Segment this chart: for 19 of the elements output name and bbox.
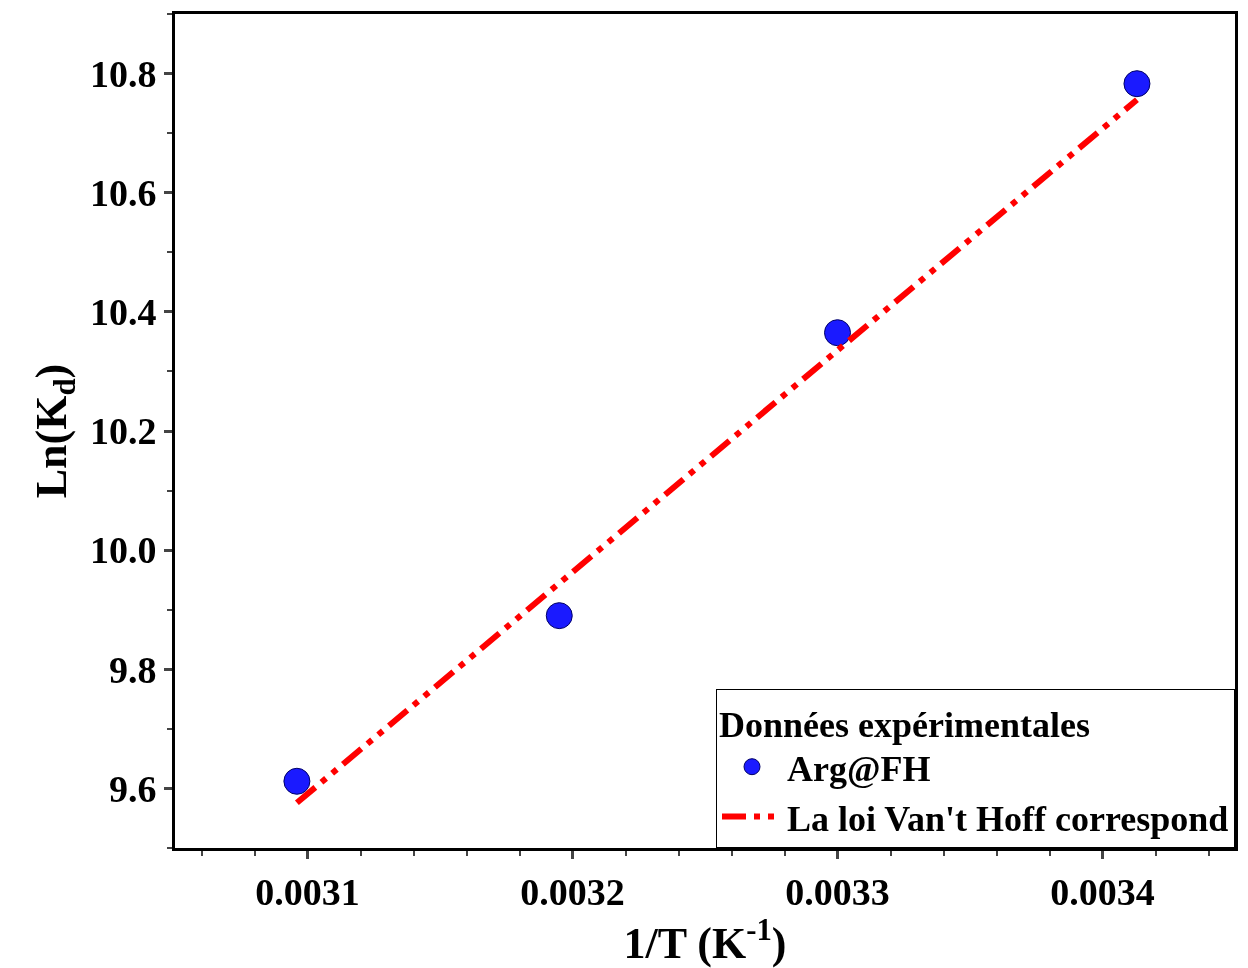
x-tick-label: 0.0033 (785, 870, 890, 913)
y-tick-label: 10.8 (89, 52, 157, 95)
legend-title: Données expérimentales (719, 704, 1090, 745)
legend-label: Arg@FH (787, 748, 931, 789)
x-tick-label: 0.0031 (255, 870, 360, 913)
legend-label: La loi Van't Hoff correspond (787, 798, 1229, 839)
y-tick-label: 10.6 (89, 172, 157, 215)
point (545, 602, 573, 630)
point (283, 767, 311, 795)
y-tick-label: 10.2 (89, 410, 157, 453)
point (1123, 70, 1151, 98)
x-tick-label: 0.0032 (520, 870, 625, 913)
y-tick-label: 9.8 (108, 648, 157, 691)
x-tick-label: 0.0034 (1050, 870, 1155, 913)
y-tick-label: 10.4 (89, 291, 157, 334)
y-tick-label: 9.6 (108, 767, 157, 810)
point (824, 319, 851, 347)
y-tick-label: 10.0 (89, 529, 157, 572)
x-axis-title: 1/T (K$^{-1}$) (623, 912, 787, 968)
